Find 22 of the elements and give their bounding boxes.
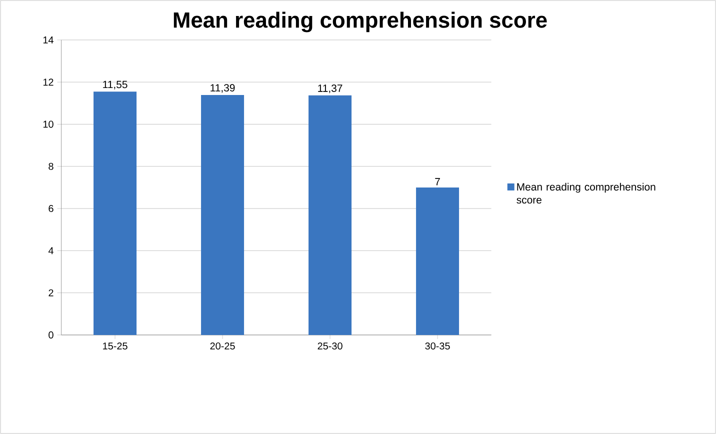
y-tick-label: 8	[48, 162, 54, 170]
bar	[308, 95, 352, 335]
x-tick-label: 20-25	[210, 342, 235, 350]
data-label: 11,37	[318, 84, 342, 94]
y-tick-label: 10	[43, 120, 54, 128]
y-tick-label: 0	[48, 331, 54, 338]
data-label: 11,39	[210, 84, 235, 93]
x-tick-label: 30-35	[425, 342, 450, 350]
bar	[201, 94, 244, 335]
chart-title: Mean reading comprehension score	[174, 12, 547, 32]
x-tick-label: 25-30	[318, 342, 342, 350]
y-tick-label: 2	[48, 289, 54, 296]
y-tick-label: 4	[48, 247, 54, 254]
data-label: 7	[435, 178, 440, 186]
y-tick-label: 6	[48, 204, 54, 212]
bar	[416, 187, 460, 335]
legend-label: Mean reading comprehension score	[516, 182, 656, 204]
bar	[94, 92, 137, 335]
data-label: 11,55	[103, 80, 128, 90]
y-tick-label: 12	[43, 78, 54, 86]
x-tick-label: 15-25	[103, 342, 128, 350]
y-tick-label: 14	[43, 36, 54, 44]
